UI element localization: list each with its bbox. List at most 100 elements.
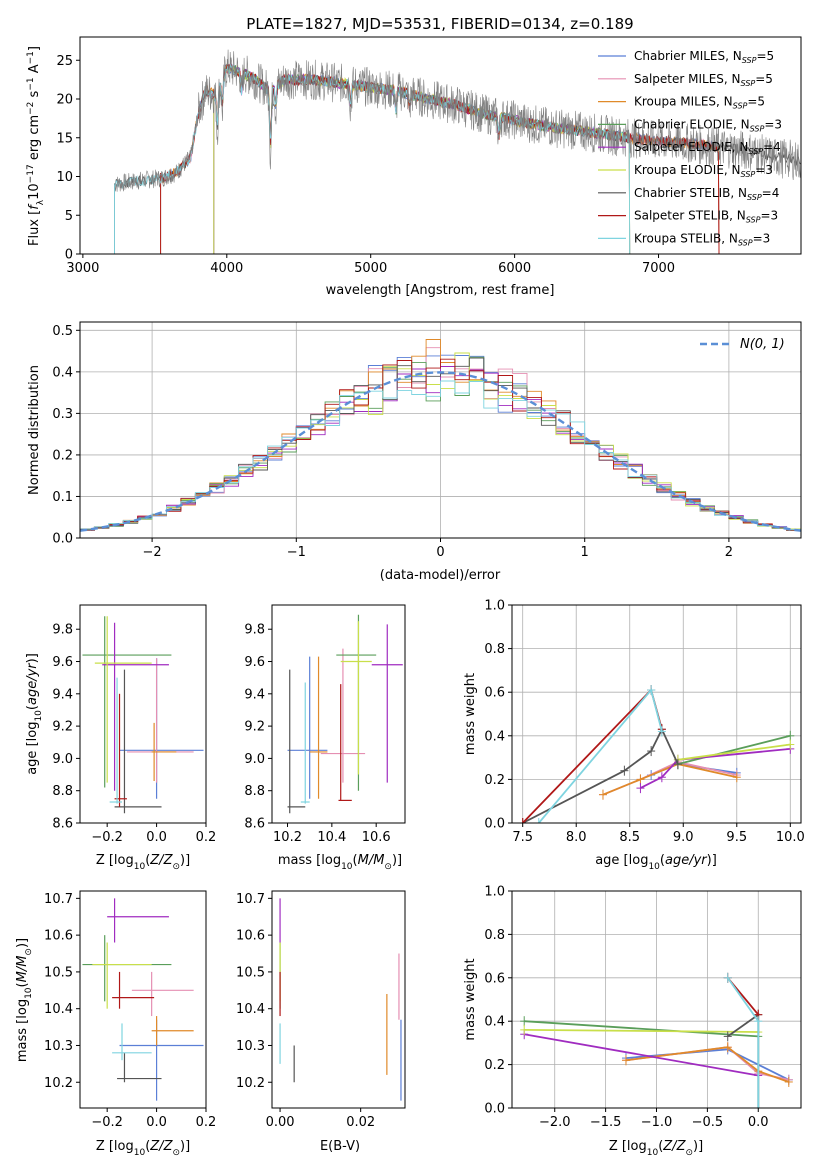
legend-text: Salpeter MILES, N [634,72,741,86]
label-part: M/M [358,853,385,868]
legend-suffix: =5 [756,49,774,63]
axes-frame [271,890,406,1109]
massweight-vs-age-panel: 7.5 8.0 8.5 9.0 9.5 10.0 0.0 0.2 0.4 0.6 0.8 1.0 mas… [463,599,805,873]
x-tick-label: 10.2 [273,830,302,845]
label-part: ⊙ [685,1148,693,1158]
y-tick-label: 5 [65,209,73,224]
x-tick-label: −0.2 [91,830,123,845]
x-tick-label: 8.5 [619,830,640,845]
label-part: mass weight [463,958,478,1040]
label-part: )] [693,1139,703,1154]
label-part: ⊙ [172,862,180,872]
x-axis-label: Z [log10(Z/Z⊙)] [96,1139,190,1158]
label-part: )] [180,1139,190,1154]
legend-entry: Salpeter ELODIE, NSSP=4 [634,140,781,156]
y-tick-label: 9.0 [244,752,265,767]
legend-text: Kroupa ELODIE, N [634,163,741,177]
y-tick-label: 15 [56,131,73,146]
y-tick-label: 0.4 [484,729,505,744]
label-part: )] [180,853,190,868]
legend-text: Chabrier ELODIE, N [634,117,750,131]
label-part: 10 [648,862,660,872]
legend-entry: N(0, 1) [740,337,785,352]
label-part: Z/Z [149,853,173,868]
residuals-panel: −2 −1 0 1 2 0.0 0.1 0.2 0.3 0.4 0.5 (data-model)/er… [27,321,802,583]
age-vs-metallicity-panel: −0.2 0.0 0.28.68.89.09.29.49.69.8Z [log10(… [25,604,216,872]
label-part: Z/Z [149,1139,173,1154]
label-part: −1 [26,77,36,90]
y-tick-label: 10.7 [44,892,73,907]
y-tick-label: 0.8 [484,928,505,943]
axes-frame [79,604,207,824]
y-tick-label: 10.3 [236,1039,265,1054]
label-part: −17 [26,164,36,183]
label-part: ( [145,853,150,868]
legend-sub: SSP [746,216,761,225]
label-part: ( [658,1139,663,1154]
legend-entry: Chabrier MILES, NSSP=5 [634,49,774,65]
y-tick-label: 0.8 [484,642,505,657]
y-tick-label: 0.0 [52,532,73,547]
plot-area [518,685,795,823]
mass-vs-ebv-panel: 0.00 0.02 10.2 10.3 10.4 10.5 10.6 10.7 E(B-V) [236,890,406,1154]
legend-text: Chabrier MILES, N [634,49,742,63]
y-axis-label: Flux [fλ10−17 erg cm−2 s−1 A−1] [26,46,46,246]
axes-frame [79,36,802,255]
label-part: ( [660,853,665,868]
label-part: )] [15,938,30,948]
label-part: 10 [27,183,42,200]
massweight-series-line [677,743,791,761]
spectrum-panel: 3000 4000 5000 6000 7000 0 5 10 15 20 25 wavelength… [26,36,802,298]
y-tick-label: 9.4 [52,687,73,702]
y-tick-label: 9.4 [244,687,265,702]
plot-area [287,614,403,814]
x-axis-label: Z [log10(Z/Z⊙)] [609,1139,703,1158]
x-tick-label: −0.5 [692,1115,724,1130]
x-tick-label: 3000 [66,261,99,276]
legend-sub: SSP [748,147,763,156]
label-part: Z [log [96,853,134,868]
y-tick-label: 10.6 [236,929,265,944]
label-part: −2 [26,102,36,115]
label-part: Z [log [96,1139,134,1154]
massweight-series-line [524,1020,759,1038]
plot-area [114,49,801,254]
legend-suffix: =4 [762,186,780,200]
label-part: ⊙ [384,862,392,872]
massweight-series-line [524,1029,759,1033]
label-part: mass [log [278,853,341,868]
y-tick-label: 9.0 [52,752,73,767]
label-part: ⊙ [24,948,34,956]
x-tick-label: 9.5 [726,830,747,845]
legend-text: Chabrier STELIB, N [634,186,747,200]
massweight-series-line [639,748,791,789]
massweight-series-line [625,1046,790,1083]
label-part: 10 [341,862,353,872]
legend-suffix: =4 [763,140,781,154]
legend-text: Kroupa STELIB, N [634,231,738,245]
label-part: M/M [15,956,30,983]
y-tick-label: 8.8 [244,784,265,799]
y-tick-label: 10.2 [236,1076,265,1091]
plot-area [279,898,402,1101]
y-axis-label: age [log10(age/yr)] [25,653,44,775]
x-axis-label: wavelength [Angstrom, rest frame] [326,283,555,298]
legend-suffix: =5 [755,72,773,86]
x-tick-label: 6000 [498,261,531,276]
label-part: )] [25,653,40,663]
label-part: Z/Z [662,1139,686,1154]
x-axis-label: E(B-V) [320,1139,360,1154]
x-tick-label: 10.6 [362,830,391,845]
label-part: 10 [134,862,146,872]
label-part: −1 [26,51,36,64]
y-tick-label: 9.6 [52,655,73,670]
label-part: ] [27,46,42,51]
label-part: Flux [ [27,210,42,246]
legend-text: Salpeter ELODIE, N [634,140,748,154]
y-tick-label: 0.5 [52,324,73,339]
massweight-series-line [524,1033,759,1077]
y-tick-label: 0.4 [52,365,73,380]
label-part: (data-model)/error [380,568,501,583]
y-tick-label: 0.0 [484,1102,505,1117]
x-tick-label: 9.0 [673,830,694,845]
